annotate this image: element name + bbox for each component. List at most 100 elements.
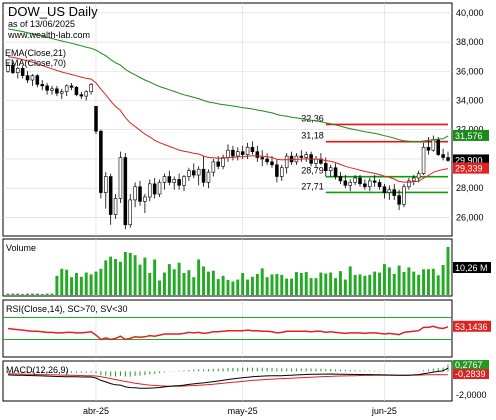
- volume-bar: [60, 268, 64, 295]
- price-tick-label: 26,000: [456, 212, 484, 222]
- volume-bar: [373, 271, 377, 295]
- volume-bar: [206, 271, 210, 295]
- candle-body: [84, 91, 88, 97]
- volume-bar: [343, 279, 347, 295]
- candle-body: [16, 68, 20, 74]
- volume-bar: [324, 273, 328, 295]
- candle-body: [94, 106, 98, 132]
- volume-bar: [255, 273, 259, 295]
- volume-bar: [177, 262, 181, 295]
- volume-bar: [202, 266, 206, 295]
- candle-body: [245, 146, 250, 155]
- volume-bar: [290, 278, 294, 295]
- rsi-panel-frame: [2, 299, 453, 358]
- candle-body: [182, 176, 186, 186]
- candle-body: [167, 176, 172, 183]
- volume-bars: [6, 247, 450, 295]
- candle-body: [143, 196, 147, 202]
- volume-bar: [50, 293, 54, 295]
- volume-bar: [162, 272, 166, 295]
- volume-bar: [35, 293, 39, 295]
- date-x-axis: abr-25 may-25 jun-25: [83, 406, 397, 416]
- candle-body: [89, 84, 93, 93]
- macd-tag-box: [453, 360, 489, 370]
- volume-bar: [338, 271, 342, 295]
- volume-bar: [382, 264, 386, 295]
- volume-bar: [426, 269, 430, 295]
- volume-bar: [94, 271, 98, 295]
- resistance-level-label: 31,18: [301, 131, 324, 141]
- volume-bar: [133, 255, 137, 295]
- candle-body: [260, 157, 264, 160]
- macd-series: [7, 364, 449, 389]
- candle-body: [104, 176, 108, 193]
- volume-bar: [211, 270, 215, 295]
- candle-body: [196, 168, 201, 176]
- candle-body: [416, 173, 421, 179]
- volume-bar: [407, 267, 411, 295]
- support-level-label: 28,79: [301, 166, 324, 176]
- volume-bar: [280, 274, 284, 295]
- candle-body: [177, 179, 181, 186]
- candle-body: [55, 88, 59, 94]
- candle-body: [368, 180, 372, 188]
- candle-body: [377, 182, 382, 188]
- price-candles: [6, 62, 450, 230]
- volume-bar: [431, 268, 435, 295]
- candle-body: [280, 167, 284, 177]
- candle-body: [211, 161, 216, 173]
- candle-body: [138, 186, 142, 202]
- volume-bar: [21, 294, 25, 295]
- candle-body: [30, 75, 35, 81]
- volume-bar: [55, 275, 59, 295]
- price-tick-label: 40,000: [456, 8, 484, 18]
- candle-body: [11, 65, 15, 74]
- volume-bar: [397, 265, 401, 295]
- volume-bar: [192, 277, 196, 295]
- volume-bar: [392, 273, 396, 295]
- price-tag-last-box: [453, 154, 489, 166]
- candle-body: [236, 151, 240, 157]
- candle-body: [358, 177, 362, 185]
- candle-body: [187, 170, 191, 177]
- candle-body: [221, 157, 225, 167]
- candle-body: [289, 155, 294, 163]
- price-tick-label: 38,000: [456, 37, 484, 47]
- candle-body: [284, 155, 289, 169]
- volume-bar: [260, 268, 264, 295]
- price-tag-ema21-box: [453, 162, 489, 174]
- candle-body: [348, 182, 352, 186]
- macd-signal-line: [7, 373, 448, 387]
- volume-bar: [270, 274, 274, 295]
- candle-body: [118, 157, 123, 199]
- volume-bar: [153, 259, 157, 295]
- candle-body: [255, 151, 260, 158]
- candle-body: [64, 85, 69, 93]
- volume-bar: [368, 274, 372, 295]
- candle-body: [40, 84, 44, 87]
- candle-body: [387, 189, 392, 193]
- volume-bar: [16, 293, 20, 295]
- volume-bar: [45, 293, 49, 295]
- candle-body: [240, 151, 245, 155]
- candle-body: [157, 182, 162, 195]
- candle-body: [402, 186, 406, 205]
- ema21-line: [7, 56, 449, 183]
- candle-body: [25, 75, 30, 81]
- price-tick-label: 34,000: [456, 95, 484, 105]
- volume-bar: [148, 273, 152, 295]
- candle-body: [392, 189, 396, 196]
- volume-bar: [182, 273, 186, 295]
- volume-bar: [216, 279, 220, 295]
- price-tag-ema21: 29,339: [455, 164, 483, 174]
- candle-body: [226, 149, 230, 158]
- candle-body: [148, 183, 152, 198]
- volume-bar: [334, 278, 338, 295]
- volume-bar: [118, 261, 122, 295]
- volume-bar: [143, 257, 147, 295]
- candle-body: [50, 88, 54, 91]
- volume-bar: [11, 293, 15, 295]
- volume-bar: [26, 293, 30, 295]
- candle-body: [412, 177, 416, 182]
- date-tick-label: jun-25: [371, 406, 397, 416]
